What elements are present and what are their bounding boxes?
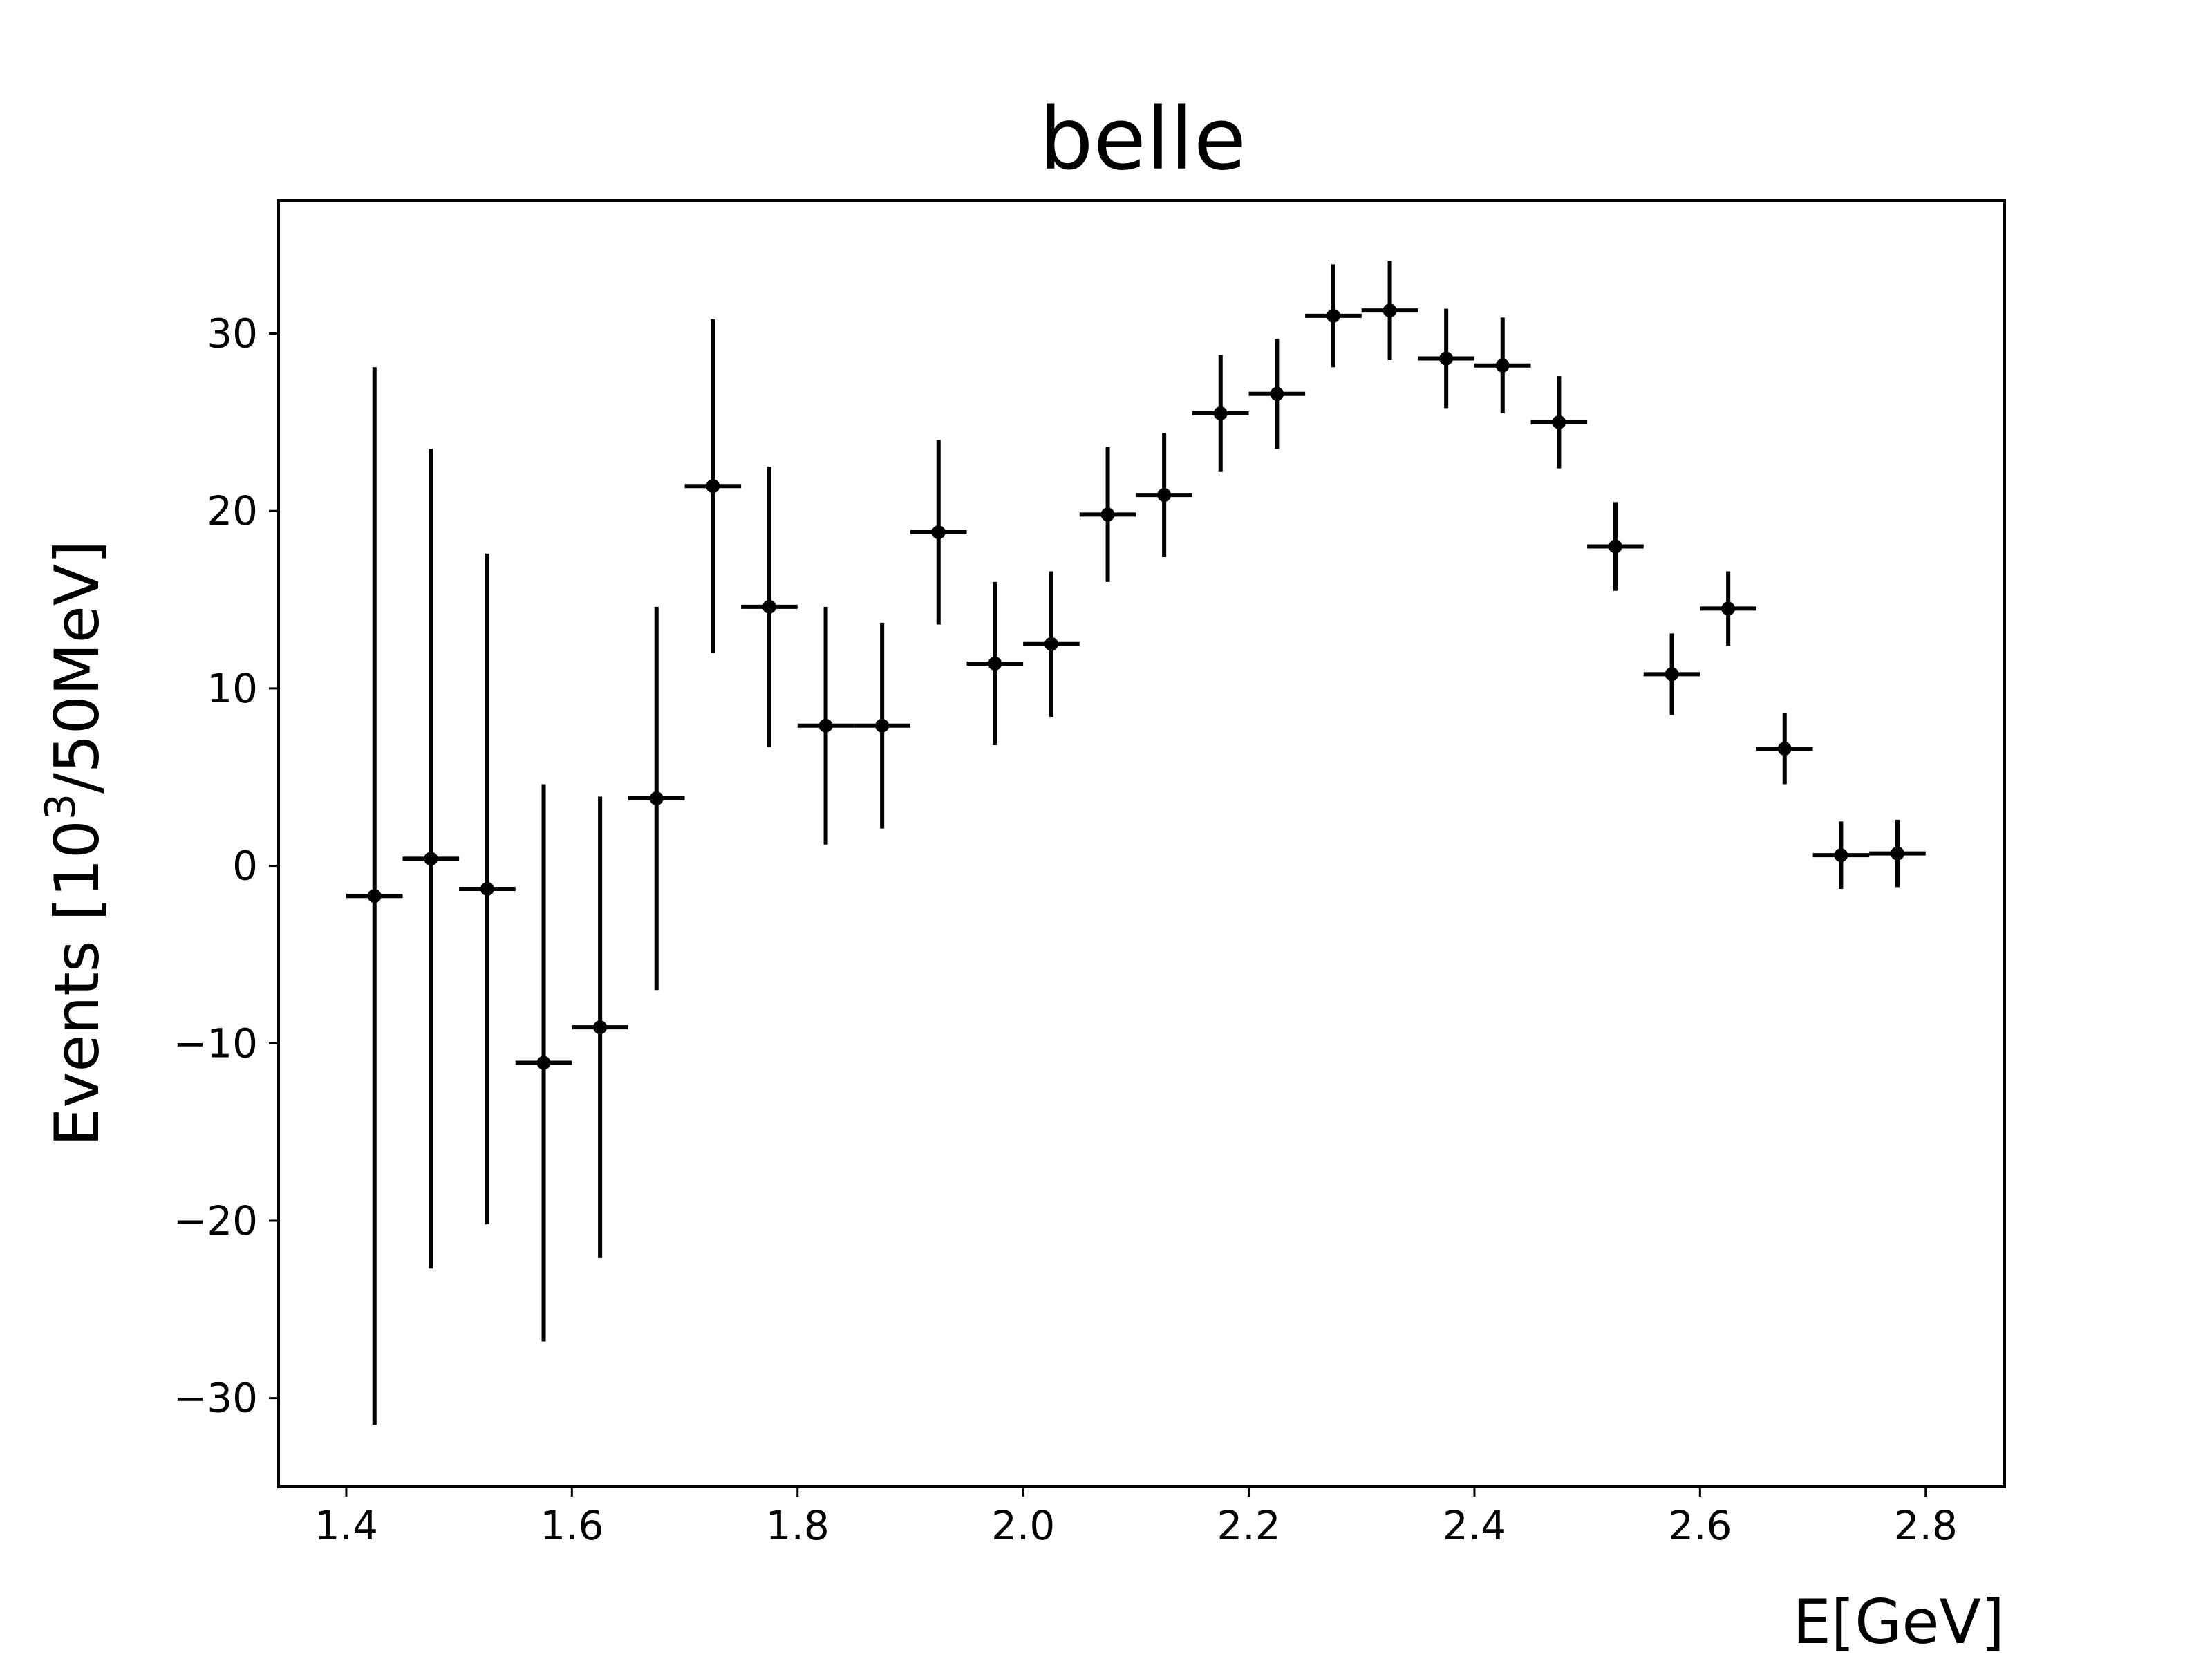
y-axis-label-main: Events [10 [41, 820, 113, 1146]
data-marker [1213, 406, 1228, 421]
data-marker [875, 718, 890, 733]
data-marker [649, 791, 664, 806]
x-axis-label: E[GeV] [1792, 1586, 2005, 1658]
data-marker [1721, 601, 1736, 616]
data-point [1643, 633, 1700, 715]
data-point [1079, 447, 1136, 582]
data-point [346, 367, 403, 1425]
x-tick-label: 2.0 [991, 1502, 1055, 1549]
data-marker [931, 525, 946, 540]
x-tick-label: 2.8 [1894, 1502, 1958, 1549]
data-marker [424, 852, 438, 866]
data-point [854, 622, 910, 829]
data-point [1248, 339, 1306, 449]
data-point [741, 467, 798, 747]
data-point [797, 606, 854, 845]
data-marker [367, 889, 382, 903]
data-point [910, 440, 967, 625]
data-marker [706, 479, 720, 494]
chart-title: belle [1039, 90, 1246, 189]
data-marker [1665, 667, 1679, 682]
data-marker [593, 1020, 608, 1035]
y-tick-label: −10 [174, 1020, 258, 1067]
data-point [1361, 261, 1418, 361]
data-point [1418, 308, 1474, 409]
data-point [684, 319, 742, 653]
data-point [1192, 355, 1249, 472]
data-marker [1495, 358, 1510, 373]
y-tick-label: 20 [207, 487, 258, 534]
data-marker [480, 881, 494, 896]
data-point [1700, 571, 1756, 646]
data-marker [1439, 351, 1454, 366]
y-axis-label: Events [103/50MeV] [37, 541, 113, 1147]
data-point [1812, 821, 1870, 889]
y-tick-label: 0 [232, 843, 258, 890]
data-point [1530, 376, 1588, 469]
data-marker [1326, 308, 1340, 323]
axes-frame [277, 199, 2006, 1488]
plot-area [346, 261, 1926, 1425]
data-marker [1157, 488, 1172, 503]
data-marker [1834, 848, 1848, 863]
data-point [1587, 502, 1644, 591]
y-axis-label-superscript: 3 [37, 794, 85, 820]
data-point [1756, 713, 1813, 785]
data-point [966, 581, 1024, 746]
data-marker [1270, 386, 1284, 401]
data-marker [818, 718, 833, 733]
data-point [1869, 819, 1926, 888]
data-point [1023, 571, 1080, 717]
data-marker [1608, 539, 1622, 554]
data-point [628, 606, 685, 991]
data-point [515, 784, 572, 1342]
y-tick-label: 30 [207, 310, 258, 357]
data-marker [536, 1056, 551, 1070]
data-marker [1890, 846, 1904, 861]
y-tick-label: −30 [174, 1375, 258, 1422]
data-marker [1382, 303, 1397, 318]
x-tick-label: 1.4 [315, 1502, 378, 1549]
x-tick-label: 2.6 [1668, 1502, 1732, 1549]
data-point [1136, 433, 1192, 557]
x-tick-label: 2.4 [1443, 1502, 1506, 1549]
x-tick-label: 1.6 [540, 1502, 603, 1549]
y-tick-label: 10 [207, 665, 258, 712]
data-point [1474, 317, 1531, 414]
y-axis-label-suffix: /50MeV] [41, 541, 113, 794]
data-marker [1044, 637, 1058, 651]
x-axis: 1.4 1.6 1.8 2.0 2.2 2.4 2.6 2.8 [315, 1487, 1958, 1549]
data-marker [1100, 507, 1115, 522]
data-point [402, 449, 460, 1269]
y-axis: −30 −20 −10 0 10 20 30 [174, 310, 279, 1422]
x-tick-label: 2.2 [1217, 1502, 1280, 1549]
data-marker [762, 599, 776, 614]
data-point [1305, 264, 1362, 368]
data-marker [1552, 415, 1566, 429]
x-tick-label: 1.8 [766, 1502, 830, 1549]
data-point [459, 553, 516, 1225]
y-tick-label: −20 [174, 1197, 258, 1244]
data-point [572, 796, 628, 1258]
data-marker [1777, 742, 1792, 756]
data-marker [988, 656, 1002, 671]
